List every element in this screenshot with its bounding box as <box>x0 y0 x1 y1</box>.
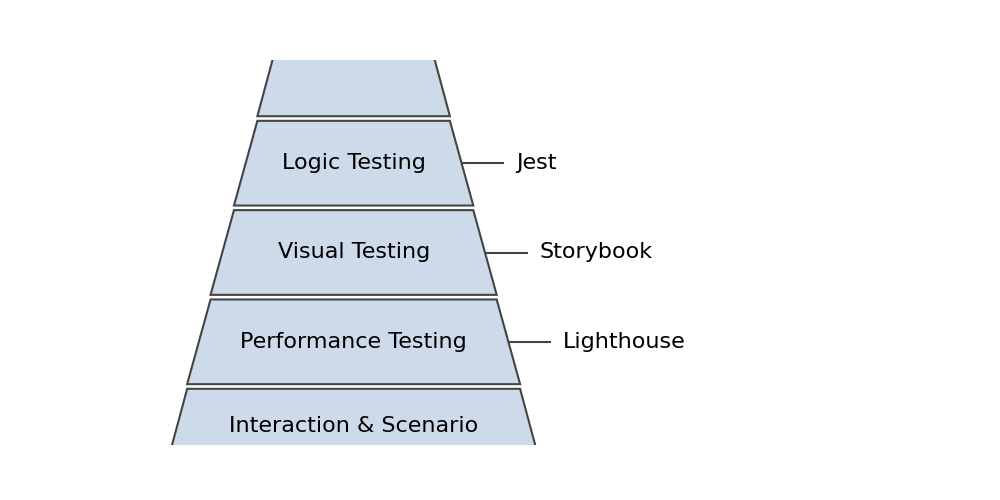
Polygon shape <box>211 210 497 295</box>
Text: Lighthouse: Lighthouse <box>563 332 685 352</box>
Text: Interaction & Scenario: Interaction & Scenario <box>229 416 478 436</box>
Text: Jest: Jest <box>516 153 556 173</box>
Polygon shape <box>164 389 544 476</box>
Text: Visual Testing: Visual Testing <box>278 242 430 262</box>
Polygon shape <box>187 300 520 384</box>
Polygon shape <box>234 121 473 206</box>
Text: Performance Testing: Performance Testing <box>240 332 467 352</box>
Text: Logic Testing: Logic Testing <box>282 153 426 173</box>
Text: Storybook: Storybook <box>539 242 652 262</box>
Polygon shape <box>257 29 450 116</box>
